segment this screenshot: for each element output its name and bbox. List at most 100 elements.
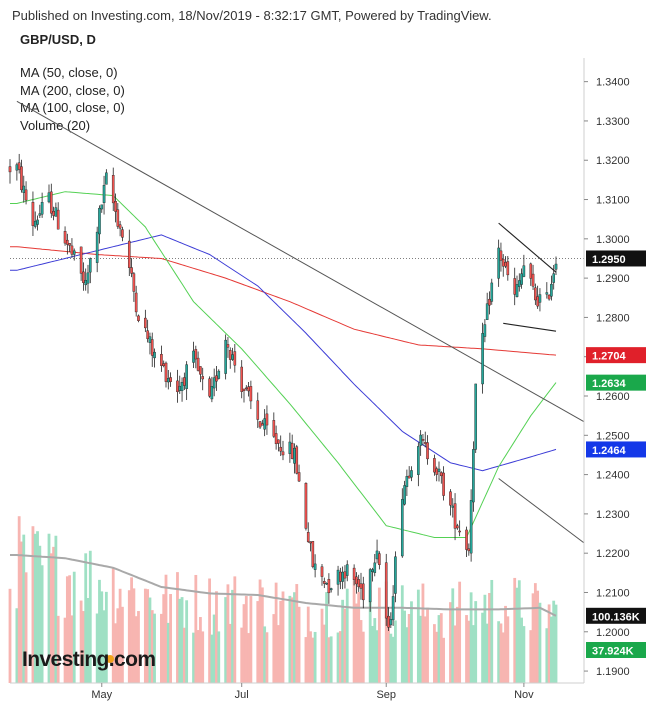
candle-body	[148, 336, 152, 343]
candle-body	[114, 201, 117, 212]
candle-body	[488, 298, 491, 306]
volume-bar	[178, 598, 182, 683]
candle-body	[554, 263, 558, 270]
candle-body	[293, 448, 296, 464]
candle-body	[410, 470, 413, 478]
ma50-line	[10, 191, 557, 538]
candle-body	[355, 576, 358, 585]
candle-body	[100, 204, 104, 210]
volume-bar	[15, 608, 19, 683]
candle-body	[272, 420, 276, 437]
candle-body	[405, 476, 409, 487]
candle-body	[499, 250, 503, 261]
price-tick-label: 1.2200	[596, 548, 630, 560]
volume-bar	[297, 606, 301, 683]
volume-bar	[208, 578, 211, 683]
volume-bar	[249, 596, 253, 683]
volume-bar	[231, 589, 234, 683]
volume-bar	[547, 604, 551, 683]
price-tick-label: 1.3400	[596, 77, 630, 89]
volume-bar	[485, 623, 489, 683]
candle-body	[375, 550, 379, 560]
candle-body	[435, 468, 439, 475]
volume-bar	[88, 550, 92, 683]
candle-body	[162, 363, 166, 366]
candle-body	[84, 280, 88, 286]
volume-bar	[121, 606, 124, 683]
volume-bar	[481, 612, 484, 683]
candle-body	[529, 263, 533, 279]
candle-body	[469, 500, 473, 554]
volume-bar	[52, 546, 55, 683]
candle-body	[336, 569, 340, 585]
candle-body	[20, 166, 23, 191]
time-tick-label: Sep	[376, 689, 396, 701]
volume-bar	[134, 616, 138, 683]
volume-bar	[70, 615, 74, 683]
volume-bar	[453, 625, 457, 683]
volume-bar	[36, 531, 39, 683]
candle-body	[343, 571, 347, 579]
volume-bar	[118, 588, 122, 683]
volume-bar	[403, 610, 406, 683]
volume-bar	[22, 534, 26, 683]
price-tick-label: 1.2100	[596, 587, 630, 599]
volume-bar	[322, 624, 326, 683]
volume-bar	[274, 582, 278, 683]
candle-body	[66, 239, 69, 245]
volume-bar	[244, 595, 248, 683]
candle-body	[451, 505, 455, 508]
volume-bar	[515, 587, 519, 683]
candle-body	[453, 503, 457, 529]
volume-bar	[437, 615, 441, 683]
candle-body	[82, 271, 85, 283]
axis-label-ma200: 1.2704	[586, 347, 646, 364]
volume-bar	[162, 594, 166, 683]
candle-body	[36, 219, 39, 225]
volume-bar	[309, 631, 312, 683]
volume-bar	[47, 533, 51, 683]
legend-ma200[interactable]: MA (200, close, 0)	[20, 82, 125, 98]
candle-body	[258, 421, 262, 428]
candle-body	[378, 553, 381, 565]
volume-bar	[341, 599, 345, 683]
volume-bar	[533, 583, 537, 683]
volume-bar	[410, 601, 413, 683]
axis-label-bg	[586, 441, 646, 458]
volume-ma-line	[10, 554, 557, 617]
volume-bar	[467, 620, 471, 683]
volume-bar	[194, 574, 198, 683]
axis-label-text: 100.136K	[592, 611, 640, 623]
candle-body	[194, 349, 198, 360]
volume-bar	[407, 613, 411, 683]
volume-bar	[24, 572, 28, 683]
candle-body	[52, 210, 55, 216]
legend-volume[interactable]: Volume (20)	[20, 117, 91, 133]
legend-ma50[interactable]: MA (50, close, 0)	[20, 65, 118, 80]
price-tick-label: 1.3200	[596, 155, 630, 167]
candle-body	[199, 366, 202, 375]
candle-body	[263, 418, 266, 430]
volume-bar	[201, 631, 205, 683]
candle-body	[146, 330, 149, 339]
volume-bar	[389, 633, 393, 683]
volume-bar	[497, 621, 501, 683]
volume-bar	[536, 590, 540, 683]
volume-bar	[17, 516, 21, 683]
candle-body	[196, 357, 200, 371]
candle-body	[327, 579, 331, 594]
candle-body	[368, 569, 372, 603]
legend-ma100[interactable]: MA (100, close, 0)	[20, 100, 125, 115]
trendline-long-downtrend	[16, 100, 557, 407]
volume-bar	[506, 616, 510, 683]
candle-body	[329, 588, 333, 591]
candle-body	[522, 265, 526, 277]
volume-bar	[20, 541, 23, 683]
candle-body	[102, 185, 106, 203]
axis-label-bg	[586, 250, 646, 267]
volume-bar	[49, 553, 53, 683]
volume-bar	[375, 630, 379, 683]
volume-bar	[311, 637, 315, 683]
candle-body	[265, 413, 269, 426]
